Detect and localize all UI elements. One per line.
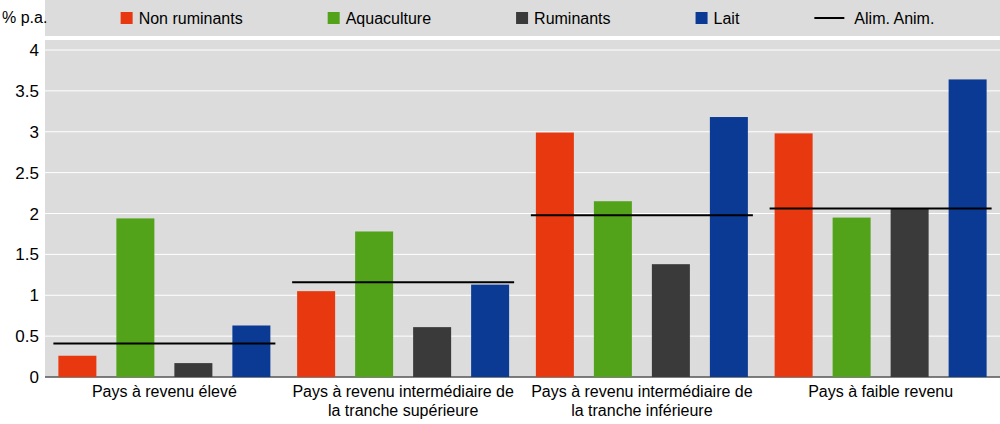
legend-swatch (121, 12, 133, 24)
y-tick-label: 2 (30, 205, 39, 224)
bar (471, 285, 509, 377)
y-tick-label: 3 (30, 123, 39, 142)
legend-label: Aquaculture (346, 10, 431, 27)
y-tick-label: 3.5 (15, 82, 39, 101)
legend-swatch (696, 12, 708, 24)
bar (116, 218, 154, 377)
x-tick-label: Pays à revenu élevé (92, 383, 237, 400)
bar (413, 327, 451, 377)
legend-label: Non ruminants (139, 10, 243, 27)
bar (297, 291, 335, 377)
bar (775, 133, 813, 377)
legend-swatch (814, 17, 844, 19)
bar (536, 133, 574, 377)
chart-root: 0 0.5 1 1.5 2 2.5 3 3.5 4 % p.a. Pays à revenu éle… (0, 0, 1000, 424)
bar (710, 117, 748, 377)
bar (355, 231, 393, 377)
bar (949, 79, 987, 377)
bar (833, 218, 871, 377)
plot-background (45, 40, 1000, 377)
y-axis-label: % p.a. (2, 9, 47, 26)
grid-line (45, 50, 1000, 51)
y-tick-label: 0.5 (15, 327, 39, 346)
line-segment (770, 208, 992, 210)
y-tick-label: 1.5 (15, 245, 39, 264)
legend: Non ruminants Aquaculture Ruminants Lait Ali… (121, 10, 935, 27)
bar (232, 325, 270, 377)
line-segment (53, 342, 275, 344)
x-tick-label: Pays à revenu intermédiaire dela tranche… (292, 383, 514, 419)
marks (53, 79, 991, 377)
chart-svg: 0 0.5 1 1.5 2 2.5 3 3.5 4 % p.a. Pays à revenu éle… (0, 0, 1000, 424)
y-tick-label: 2.5 (15, 164, 39, 183)
line-segment (292, 281, 514, 283)
y-tick-label: 0 (30, 368, 39, 387)
legend-label: Alim. Anim. (854, 10, 934, 27)
x-tick-label: Pays à revenu intermédiaire dela tranche… (531, 383, 753, 419)
legend-item: Lait (696, 10, 740, 27)
y-tick-label: 4 (30, 41, 39, 60)
grid-line (45, 213, 1000, 214)
legend-item: Non ruminants (121, 10, 243, 27)
bar (594, 201, 632, 377)
grid-line (45, 172, 1000, 173)
legend-background (45, 0, 1000, 36)
bar (652, 264, 690, 377)
legend-item: Aquaculture (328, 10, 431, 27)
bar (58, 356, 96, 377)
bar (174, 363, 212, 377)
grid-line (45, 90, 1000, 91)
y-tick-label: 1 (30, 286, 39, 305)
x-tick-label: Pays à faible revenu (808, 383, 953, 400)
line-segment (531, 214, 753, 216)
legend-item: Alim. Anim. (814, 10, 934, 27)
legend-label: Lait (714, 10, 740, 27)
grid-line (45, 131, 1000, 132)
legend-label: Ruminants (534, 10, 610, 27)
legend-item: Ruminants (516, 10, 610, 27)
bar (891, 209, 929, 377)
legend-swatch (516, 12, 528, 24)
legend-swatch (328, 12, 340, 24)
